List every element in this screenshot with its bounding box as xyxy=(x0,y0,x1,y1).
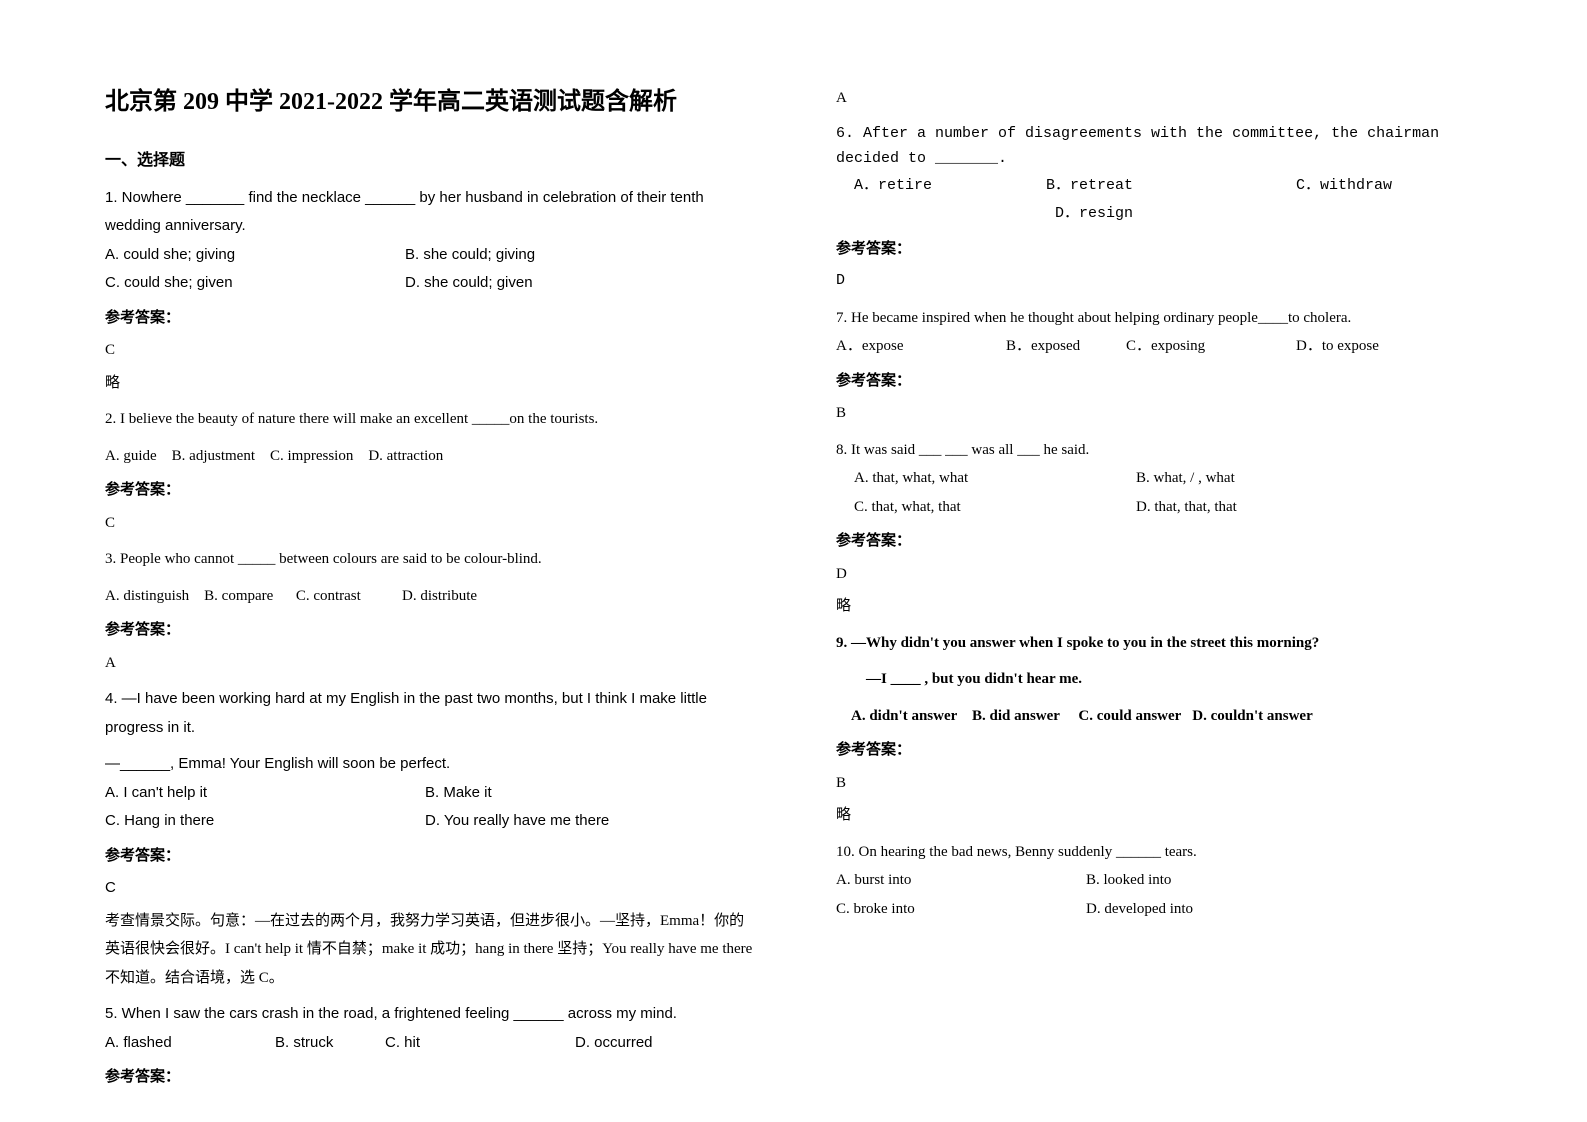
q8-stem: 8. It was said ___ ___ was all ___ he sa… xyxy=(836,436,1487,465)
q1-answer: C xyxy=(105,336,756,365)
q10-optC: C. broke into xyxy=(836,895,1086,924)
q5-answer: A xyxy=(836,84,1487,113)
q6-stem: 6. After a number of disagreements with … xyxy=(836,121,1487,172)
q7-optA: A．expose xyxy=(836,332,1006,361)
right-column: A 6. After a number of disagreements wit… xyxy=(796,80,1497,1092)
q2-answer-label: 参考答案： xyxy=(105,476,756,505)
q4-answer-label: 参考答案： xyxy=(105,842,756,871)
q6-optB: B．retreat xyxy=(1046,172,1296,201)
q1-options: A. could she; giving B. she could; givin… xyxy=(105,241,756,270)
q4-stem1: 4. —I have been working hard at my Engli… xyxy=(105,685,756,742)
q4-optC: C. Hang in there xyxy=(105,807,425,836)
q6-optA: A．retire xyxy=(836,172,1046,201)
q8-optC: C. that, what, that xyxy=(836,493,1136,522)
q1-answer-label: 参考答案： xyxy=(105,304,756,333)
q1-optB: B. she could; giving xyxy=(405,241,605,270)
section-heading: 一、选择题 xyxy=(105,146,756,176)
q5-optD: D. occurred xyxy=(575,1029,653,1058)
q4-optD: D. You really have me there xyxy=(425,807,629,836)
q5-optA: A. flashed xyxy=(105,1029,275,1058)
q6-options-row2: D．resign xyxy=(836,200,1487,229)
q8-answer: D xyxy=(836,560,1487,589)
q8-optD: D. that, that, that xyxy=(1136,493,1237,522)
q5-answer-label: 参考答案： xyxy=(105,1063,756,1092)
q10-options-row2: C. broke into D. developed into xyxy=(836,895,1487,924)
q9-answer: B xyxy=(836,769,1487,798)
q8-note: 略 xyxy=(836,592,1487,621)
q3-stem: 3. People who cannot _____ between colou… xyxy=(105,545,756,574)
q7-optB: B．exposed xyxy=(1006,332,1126,361)
q3-answer: A xyxy=(105,649,756,678)
q7-stem: 7. He became inspired when he thought ab… xyxy=(836,304,1487,333)
q8-options-row2: C. that, what, that D. that, that, that xyxy=(836,493,1487,522)
q7-answer: B xyxy=(836,399,1487,428)
q9-note: 略 xyxy=(836,801,1487,830)
q1-note: 略 xyxy=(105,369,756,398)
q10-optA: A. burst into xyxy=(836,866,1086,895)
q7-answer-label: 参考答案： xyxy=(836,367,1487,396)
q10-stem: 10. On hearing the bad news, Benny sudde… xyxy=(836,838,1487,867)
q9-stem2: —I ____ , but you didn't hear me. xyxy=(836,665,1487,694)
q8-optB: B. what, / , what xyxy=(1136,464,1235,493)
q8-options-row1: A. that, what, what B. what, / , what xyxy=(836,464,1487,493)
q9-options: A. didn't answer B. did answer C. could … xyxy=(836,702,1487,731)
q1-optA: A. could she; giving xyxy=(105,241,405,270)
q2-answer: C xyxy=(105,509,756,538)
q6-answer: D xyxy=(836,267,1487,296)
q5-options: A. flashed B. struck C. hit D. occurred xyxy=(105,1029,756,1058)
q4-rationale: 考查情景交际。句意：—在过去的两个月，我努力学习英语，但进步很小。—坚持，Emm… xyxy=(105,907,756,993)
q10-options-row1: A. burst into B. looked into xyxy=(836,866,1487,895)
q2-stem: 2. I believe the beauty of nature there … xyxy=(105,405,756,434)
q6-answer-label: 参考答案： xyxy=(836,235,1487,264)
q5-stem: 5. When I saw the cars crash in the road… xyxy=(105,1000,756,1029)
q4-answer: C xyxy=(105,874,756,903)
q1-optC: C. could she; given xyxy=(105,269,405,298)
q5-optC: C. hit xyxy=(385,1029,575,1058)
q6-optD: D．resign xyxy=(1055,205,1133,222)
q10-optD: D. developed into xyxy=(1086,895,1193,924)
q7-optC: C．exposing xyxy=(1126,332,1296,361)
q8-answer-label: 参考答案： xyxy=(836,527,1487,556)
q7-optD: D．to expose xyxy=(1296,332,1379,361)
exam-title: 北京第 209 中学 2021-2022 学年高二英语测试题含解析 xyxy=(105,80,756,126)
q2-options: A. guide B. adjustment C. impression D. … xyxy=(105,442,756,471)
q5-optB: B. struck xyxy=(275,1029,385,1058)
q1-stem: 1. Nowhere _______ find the necklace ___… xyxy=(105,184,756,241)
q1-options-row2: C. could she; given D. she could; given xyxy=(105,269,756,298)
q4-optA: A. I can't help it xyxy=(105,779,425,808)
q1-optD: D. she could; given xyxy=(405,269,605,298)
q4-optB: B. Make it xyxy=(425,779,625,808)
q4-options-row2: C. Hang in there D. You really have me t… xyxy=(105,807,756,836)
q6-options: A．retire B．retreat C．withdraw xyxy=(836,172,1487,201)
q7-options: A．expose B．exposed C．exposing D．to expos… xyxy=(836,332,1487,361)
q4-options-row1: A. I can't help it B. Make it xyxy=(105,779,756,808)
q10-optB: B. looked into xyxy=(1086,866,1171,895)
q4-stem2: —______, Emma! Your English will soon be… xyxy=(105,750,756,779)
q3-options: A. distinguish B. compare C. contrast D.… xyxy=(105,582,756,611)
q6-optC: C．withdraw xyxy=(1296,172,1392,201)
left-column: 北京第 209 中学 2021-2022 学年高二英语测试题含解析 一、选择题 … xyxy=(95,80,796,1092)
q8-optA: A. that, what, what xyxy=(836,464,1136,493)
q3-answer-label: 参考答案： xyxy=(105,616,756,645)
q9-stem1: 9. —Why didn't you answer when I spoke t… xyxy=(836,629,1487,658)
q9-answer-label: 参考答案： xyxy=(836,736,1487,765)
